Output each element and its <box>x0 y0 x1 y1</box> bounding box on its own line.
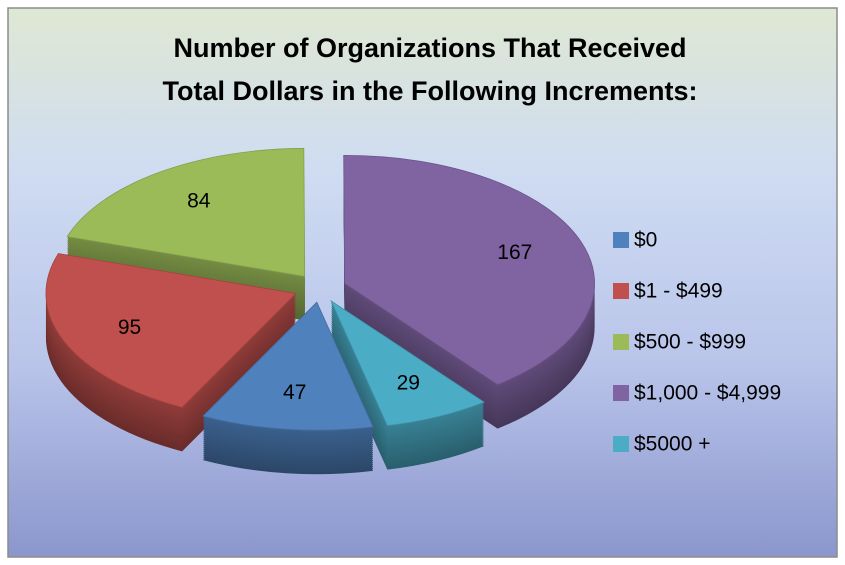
legend-swatch <box>613 232 629 248</box>
legend-swatch <box>613 385 629 401</box>
data-label: 95 <box>118 316 141 339</box>
chart-title: Total Dollars in the Following Increment… <box>162 76 697 106</box>
legend-swatch <box>613 334 629 350</box>
legend-label: $500 - $999 <box>634 331 746 354</box>
legend-label: $1,000 - $4,999 <box>634 382 781 405</box>
legend-label: $0 <box>634 229 657 252</box>
data-label: 84 <box>187 189 211 212</box>
data-label: 47 <box>283 381 306 404</box>
data-label: 29 <box>397 372 420 395</box>
slice <box>202 301 374 431</box>
slice <box>66 148 306 277</box>
slice <box>343 154 595 386</box>
legend-swatch <box>613 436 629 452</box>
slice <box>330 299 486 427</box>
slice <box>45 253 297 408</box>
legend-swatch <box>613 283 629 299</box>
legend-label: $5000 + <box>634 433 711 456</box>
legend-label: $1 - $499 <box>634 280 723 303</box>
chart-title: Number of Organizations That Received <box>173 33 686 63</box>
data-label: 167 <box>497 241 532 264</box>
